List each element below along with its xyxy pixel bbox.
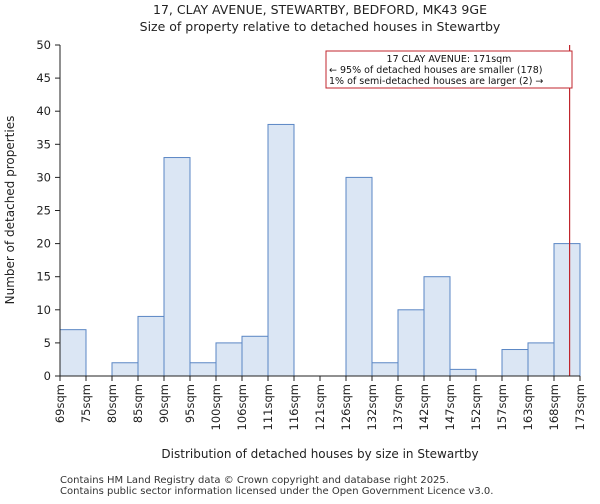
annotation-line-1: 17 CLAY AVENUE: 171sqm: [387, 54, 512, 65]
y-tick-label-15: 15: [36, 270, 51, 284]
annotation-line-2: ← 95% of detached houses are smaller (17…: [329, 65, 542, 76]
x-tick-label-69sqm: 69sqm: [53, 384, 67, 423]
bar-163sqm: [527, 342, 555, 377]
x-tick-label-90sqm: 90sqm: [157, 384, 171, 423]
annotation-box: 17 CLAY AVENUE: 171sqm ← 95% of detached…: [325, 50, 573, 89]
y-tick-label-20: 20: [36, 237, 51, 251]
y-tick-label-30: 30: [36, 170, 51, 184]
y-tick-label-40: 40: [36, 104, 51, 118]
x-tick-label-173sqm: 173sqm: [573, 384, 587, 430]
bar-168sqm: [553, 243, 581, 377]
x-tick-label-157sqm: 157sqm: [495, 384, 509, 430]
y-tick-label-5: 5: [44, 336, 51, 350]
x-tick-label-147sqm: 147sqm: [443, 384, 457, 430]
bar-147sqm: [449, 368, 477, 377]
x-tick-label-126sqm: 126sqm: [339, 384, 353, 430]
annotation-frame: [325, 50, 573, 89]
bar-111sqm: [267, 123, 295, 377]
x-tick-label-75sqm: 75sqm: [79, 384, 93, 423]
y-ticks-group: 0 5 10 15 20 25 30 35 40 45 50: [36, 38, 60, 383]
x-tick-label-95sqm: 95sqm: [183, 384, 197, 423]
bar-69sqm: [59, 329, 87, 377]
bar-100sqm: [215, 342, 243, 377]
chart-title: 17, CLAY AVENUE, STEWARTBY, BEDFORD, MK4…: [153, 2, 487, 17]
y-tick-label-25: 25: [36, 204, 51, 218]
x-tick-label-80sqm: 80sqm: [105, 384, 119, 423]
bar-142sqm: [423, 276, 451, 377]
x-tick-label-116sqm: 116sqm: [287, 384, 301, 430]
x-tick-label-100sqm: 100sqm: [209, 384, 223, 430]
y-tick-label-35: 35: [36, 137, 51, 151]
footer-line-1: Contains HM Land Registry data © Crown c…: [60, 475, 449, 486]
footer-line-2: Contains public sector information licen…: [60, 486, 493, 497]
x-tick-label-111sqm: 111sqm: [261, 384, 275, 430]
bar-132sqm: [371, 362, 399, 377]
y-tick-label-10: 10: [36, 303, 51, 317]
y-tick-label-50: 50: [36, 38, 51, 52]
x-tick-label-121sqm: 121sqm: [313, 384, 327, 430]
bar-157sqm: [501, 349, 529, 377]
bar-106sqm: [241, 335, 269, 377]
bar-95sqm: [189, 362, 217, 377]
x-axis-label: Distribution of detached houses by size …: [161, 447, 478, 461]
x-tick-label-85sqm: 85sqm: [131, 384, 145, 423]
annotation-line-3: 1% of semi-detached houses are larger (2…: [329, 76, 543, 87]
bars-group: [59, 123, 581, 377]
y-tick-label-0: 0: [44, 369, 51, 383]
x-tick-label-106sqm: 106sqm: [235, 384, 249, 430]
bar-137sqm: [397, 309, 425, 377]
x-tick-label-137sqm: 137sqm: [391, 384, 405, 430]
bar-90sqm: [163, 157, 191, 377]
y-tick-label-45: 45: [36, 71, 51, 85]
bar-80sqm: [111, 362, 139, 377]
bar-126sqm: [345, 176, 373, 377]
x-ticks-group: 69sqm 75sqm 80sqm 85sqm 90sqm 95sqm 100sqm 106s…: [53, 376, 587, 430]
x-tick-label-142sqm: 142sqm: [417, 384, 431, 430]
x-tick-label-132sqm: 132sqm: [365, 384, 379, 430]
x-tick-label-152sqm: 152sqm: [469, 384, 483, 430]
bar-85sqm: [137, 315, 165, 377]
y-axis-label: Number of detached properties: [3, 116, 17, 305]
chart-subtitle: Size of property relative to detached ho…: [140, 19, 501, 34]
x-tick-label-168sqm: 168sqm: [547, 384, 561, 430]
x-tick-label-163sqm: 163sqm: [521, 384, 535, 430]
